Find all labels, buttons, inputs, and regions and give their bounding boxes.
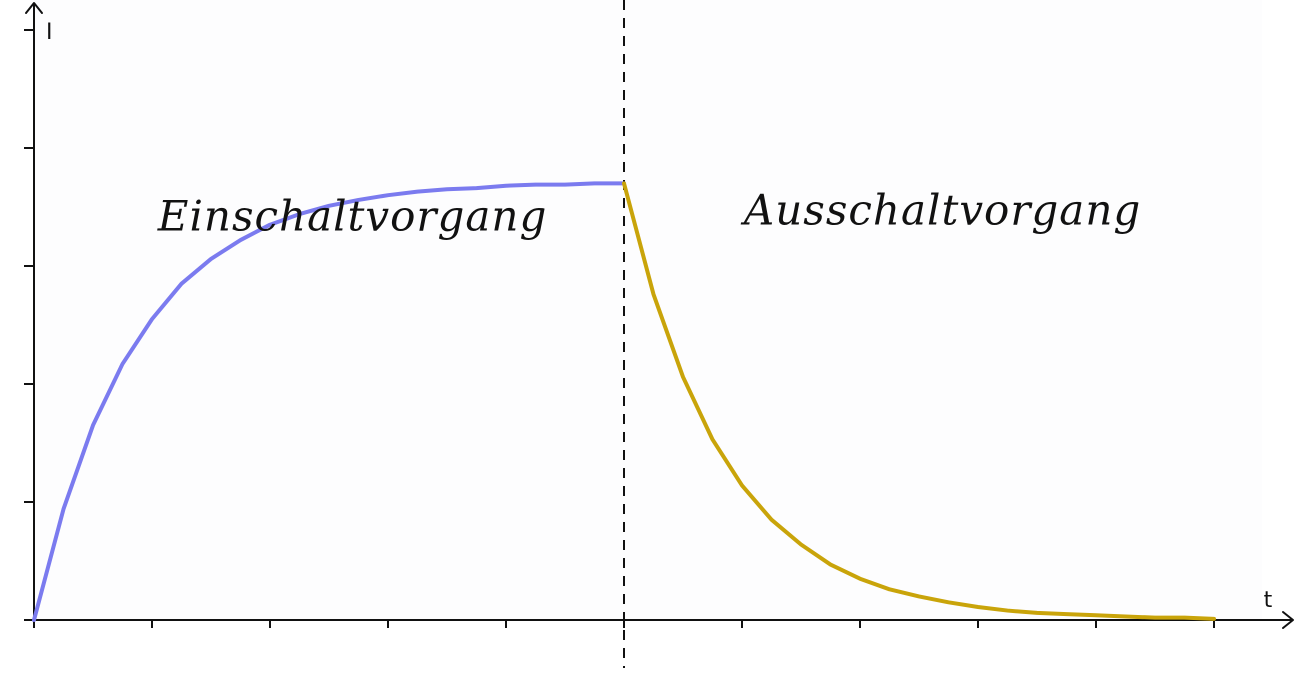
y-axis-arrow — [25, 2, 43, 14]
x-axis-label: t — [1264, 588, 1273, 613]
x-axis-arrow — [1282, 611, 1294, 629]
series-curve-0 — [32, 181, 626, 622]
series-curve-1 — [622, 181, 1216, 621]
switch-off-label: Ausschaltvorgang — [740, 186, 1141, 235]
y-axis-label: I — [46, 20, 53, 45]
plot-area — [34, 0, 1262, 620]
switch-on-label: Einschaltvorgang — [157, 192, 548, 241]
